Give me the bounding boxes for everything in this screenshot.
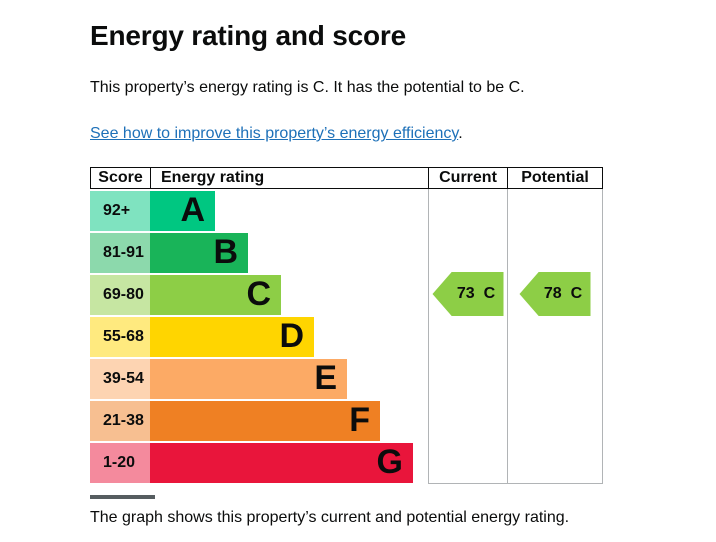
band-row-b: 81-91 B xyxy=(90,231,603,273)
band-row-a: 92+ A xyxy=(90,189,603,231)
band-row-e: 39-54 E xyxy=(90,357,603,399)
current-score-value: 73 xyxy=(456,285,475,302)
band-bar-e: E xyxy=(150,359,347,399)
band-score-range: 39-54 xyxy=(90,359,150,399)
current-column: 73 C xyxy=(428,189,507,484)
band-score-range: 81-91 xyxy=(90,233,150,273)
improve-energy-efficiency-link[interactable]: See how to improve this property’s energ… xyxy=(90,125,459,142)
header-potential: Potential xyxy=(507,167,603,189)
epc-rating-table: Score Energy rating Current Potential 92… xyxy=(90,167,603,499)
band-score-range: 21-38 xyxy=(90,401,150,441)
page-content: Energy rating and score This property’s … xyxy=(90,20,716,526)
band-row-d: 55-68 D xyxy=(90,315,603,357)
graph-caption: The graph shows this property’s current … xyxy=(90,509,570,526)
score-column-divider xyxy=(90,495,155,499)
band-score-range: 92+ xyxy=(90,191,150,231)
band-score-range: 69-80 xyxy=(90,275,150,315)
header-score: Score xyxy=(90,167,150,189)
page-title: Energy rating and score xyxy=(90,20,406,51)
potential-band-letter: C xyxy=(570,285,583,302)
intro-text: This property’s energy rating is C. It h… xyxy=(90,79,525,96)
epc-table-header: Score Energy rating Current Potential xyxy=(90,167,603,189)
band-row-f: 21-38 F xyxy=(90,399,603,441)
band-score-range: 55-68 xyxy=(90,317,150,357)
header-energy-rating: Energy rating xyxy=(150,167,428,189)
band-score-range: 1-20 xyxy=(90,443,150,483)
band-bar-f: F xyxy=(150,401,380,441)
potential-rating-arrow: 78 C xyxy=(519,272,591,316)
epc-table-body: 92+ A 81-91 B 69-80 C 55-68 D 39-54 E 21… xyxy=(90,189,603,483)
potential-score-value: 78 xyxy=(543,285,562,302)
band-row-c: 69-80 C xyxy=(90,273,603,315)
header-current: Current xyxy=(428,167,507,189)
current-band-letter: C xyxy=(483,285,496,302)
potential-column: 78 C xyxy=(507,189,603,484)
band-bar-a: A xyxy=(150,191,215,231)
band-bar-b: B xyxy=(150,233,248,273)
link-suffix: . xyxy=(458,125,463,142)
band-bar-g: G xyxy=(150,443,413,483)
band-row-g: 1-20 G xyxy=(90,441,603,483)
band-bar-d: D xyxy=(150,317,314,357)
band-bar-c: C xyxy=(150,275,281,315)
current-rating-arrow: 73 C xyxy=(432,272,504,316)
improve-link-line: See how to improve this property’s energ… xyxy=(90,124,716,144)
